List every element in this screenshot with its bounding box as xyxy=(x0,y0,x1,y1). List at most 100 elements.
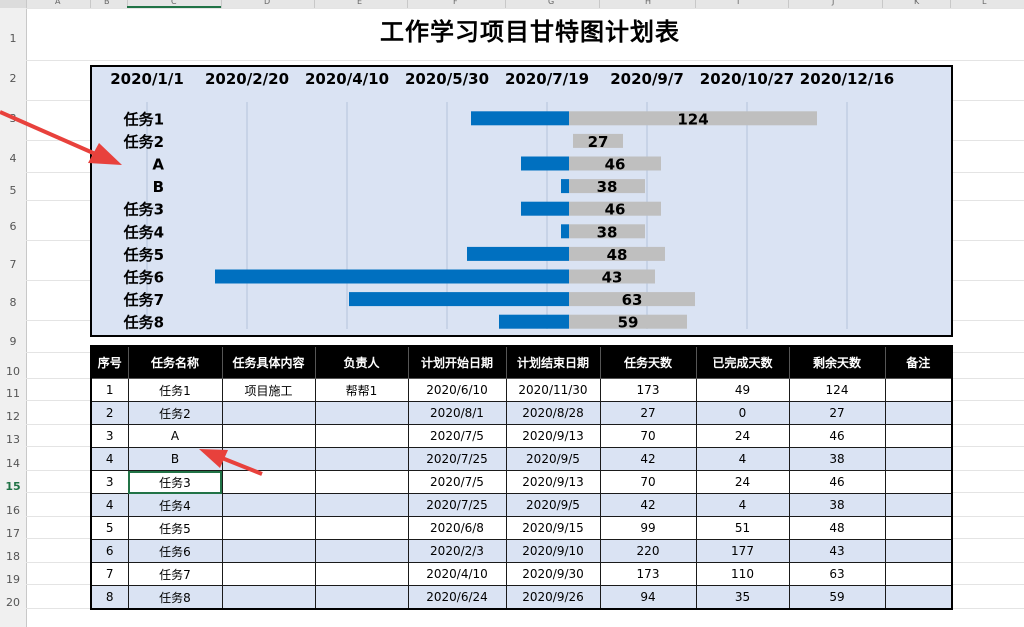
column-header-C[interactable]: C xyxy=(171,0,177,6)
table-cell[interactable]: 0 xyxy=(695,401,790,425)
table-cell[interactable]: 任务1 xyxy=(127,378,223,402)
table-cell[interactable]: 任务3 xyxy=(127,470,223,494)
table-cell[interactable]: 2020/6/8 xyxy=(407,516,507,540)
table-cell[interactable]: 帮帮1 xyxy=(314,378,409,402)
table-cell[interactable]: 2020/7/5 xyxy=(407,424,507,448)
column-header-F[interactable]: F xyxy=(453,0,458,6)
table-cell[interactable]: 2020/6/24 xyxy=(407,585,507,610)
table-cell[interactable]: 任务8 xyxy=(127,585,223,610)
table-cell[interactable]: 2020/11/30 xyxy=(505,378,601,402)
table-cell[interactable] xyxy=(221,516,316,540)
column-header-H[interactable]: H xyxy=(645,0,652,6)
row-header-18[interactable]: 18 xyxy=(6,550,20,563)
table-cell[interactable]: 48 xyxy=(788,516,886,540)
table-cell[interactable] xyxy=(221,447,316,471)
table-cell[interactable]: 27 xyxy=(788,401,886,425)
table-cell[interactable]: 2020/7/25 xyxy=(407,493,507,517)
row-header-10[interactable]: 10 xyxy=(6,365,20,378)
table-header-cell[interactable]: 任务天数 xyxy=(599,345,697,379)
table-cell[interactable]: 2020/8/1 xyxy=(407,401,507,425)
table-cell[interactable]: 173 xyxy=(599,562,697,586)
table-cell[interactable]: 38 xyxy=(788,493,886,517)
table-cell[interactable]: 任务4 xyxy=(127,493,223,517)
row-header-6[interactable]: 6 xyxy=(9,220,17,233)
table-cell[interactable]: 2 xyxy=(90,401,129,425)
row-header-3[interactable]: 3 xyxy=(9,112,17,125)
table-cell[interactable]: 42 xyxy=(599,493,697,517)
table-cell[interactable] xyxy=(221,539,316,563)
column-header-E[interactable]: E xyxy=(357,0,363,6)
column-header-G[interactable]: G xyxy=(548,0,555,6)
table-header-cell[interactable]: 负责人 xyxy=(314,345,409,379)
table-cell[interactable] xyxy=(314,470,409,494)
select-all-corner[interactable] xyxy=(0,0,27,8)
table-cell[interactable]: 110 xyxy=(695,562,790,586)
table-cell[interactable]: 6 xyxy=(90,539,129,563)
table-cell[interactable] xyxy=(884,401,953,425)
row-header-9[interactable]: 9 xyxy=(9,335,17,348)
table-cell[interactable]: 35 xyxy=(695,585,790,610)
table-cell[interactable]: 2020/9/10 xyxy=(505,539,601,563)
column-header-A[interactable]: A xyxy=(55,0,61,6)
table-cell[interactable]: 2020/9/13 xyxy=(505,470,601,494)
table-cell[interactable]: 24 xyxy=(695,424,790,448)
table-cell[interactable]: 70 xyxy=(599,424,697,448)
row-header-17[interactable]: 17 xyxy=(6,527,20,540)
table-cell[interactable] xyxy=(314,539,409,563)
table-cell[interactable]: 7 xyxy=(90,562,129,586)
column-header-B[interactable]: B xyxy=(104,0,110,6)
column-header-J[interactable]: J xyxy=(832,0,835,6)
page-title[interactable]: 工作学习项目甘特图计划表 xyxy=(380,18,680,46)
table-cell[interactable]: 59 xyxy=(788,585,886,610)
table-cell[interactable] xyxy=(884,470,953,494)
table-cell[interactable]: 2020/9/30 xyxy=(505,562,601,586)
row-header-8[interactable]: 8 xyxy=(9,296,17,309)
table-header-cell[interactable]: 计划结束日期 xyxy=(505,345,601,379)
table-cell[interactable]: 4 xyxy=(90,493,129,517)
column-header-K[interactable]: K xyxy=(914,0,920,6)
table-cell[interactable]: 4 xyxy=(90,447,129,471)
table-cell[interactable] xyxy=(221,470,316,494)
table-cell[interactable] xyxy=(884,562,953,586)
table-cell[interactable]: 173 xyxy=(599,378,697,402)
row-header-11[interactable]: 11 xyxy=(6,387,20,400)
row-header-15[interactable]: 15 xyxy=(5,480,21,493)
row-header-4[interactable]: 4 xyxy=(9,152,17,165)
table-cell[interactable] xyxy=(314,516,409,540)
table-cell[interactable]: 177 xyxy=(695,539,790,563)
table-cell[interactable]: 2020/7/25 xyxy=(407,447,507,471)
column-header-D[interactable]: D xyxy=(264,0,271,6)
table-cell[interactable]: 1 xyxy=(90,378,129,402)
row-header-19[interactable]: 19 xyxy=(6,573,20,586)
table-cell[interactable]: 3 xyxy=(90,424,129,448)
table-cell[interactable]: 2020/8/28 xyxy=(505,401,601,425)
table-cell[interactable] xyxy=(314,493,409,517)
table-cell[interactable] xyxy=(884,493,953,517)
table-cell[interactable] xyxy=(314,562,409,586)
table-cell[interactable]: 51 xyxy=(695,516,790,540)
row-header-7[interactable]: 7 xyxy=(9,258,17,271)
table-header-cell[interactable]: 计划开始日期 xyxy=(407,345,507,379)
table-cell[interactable]: 2020/9/5 xyxy=(505,493,601,517)
table-cell[interactable]: 4 xyxy=(695,447,790,471)
table-cell[interactable]: 2020/9/13 xyxy=(505,424,601,448)
table-cell[interactable]: 49 xyxy=(695,378,790,402)
table-cell[interactable]: A xyxy=(127,424,223,448)
table-header-cell[interactable]: 备注 xyxy=(884,345,953,379)
table-cell[interactable]: 任务7 xyxy=(127,562,223,586)
table-cell[interactable] xyxy=(314,424,409,448)
table-cell[interactable]: 42 xyxy=(599,447,697,471)
row-header-16[interactable]: 16 xyxy=(6,504,20,517)
table-header-cell[interactable]: 已完成天数 xyxy=(695,345,790,379)
table-cell[interactable]: 99 xyxy=(599,516,697,540)
table-cell[interactable] xyxy=(884,378,953,402)
table-cell[interactable]: 43 xyxy=(788,539,886,563)
table-cell[interactable]: 2020/9/26 xyxy=(505,585,601,610)
table-cell[interactable]: 4 xyxy=(695,493,790,517)
table-cell[interactable]: 24 xyxy=(695,470,790,494)
table-cell[interactable]: 任务6 xyxy=(127,539,223,563)
table-cell[interactable]: 任务2 xyxy=(127,401,223,425)
table-cell[interactable]: 2020/9/5 xyxy=(505,447,601,471)
table-cell[interactable] xyxy=(314,585,409,610)
row-header-14[interactable]: 14 xyxy=(6,457,20,470)
